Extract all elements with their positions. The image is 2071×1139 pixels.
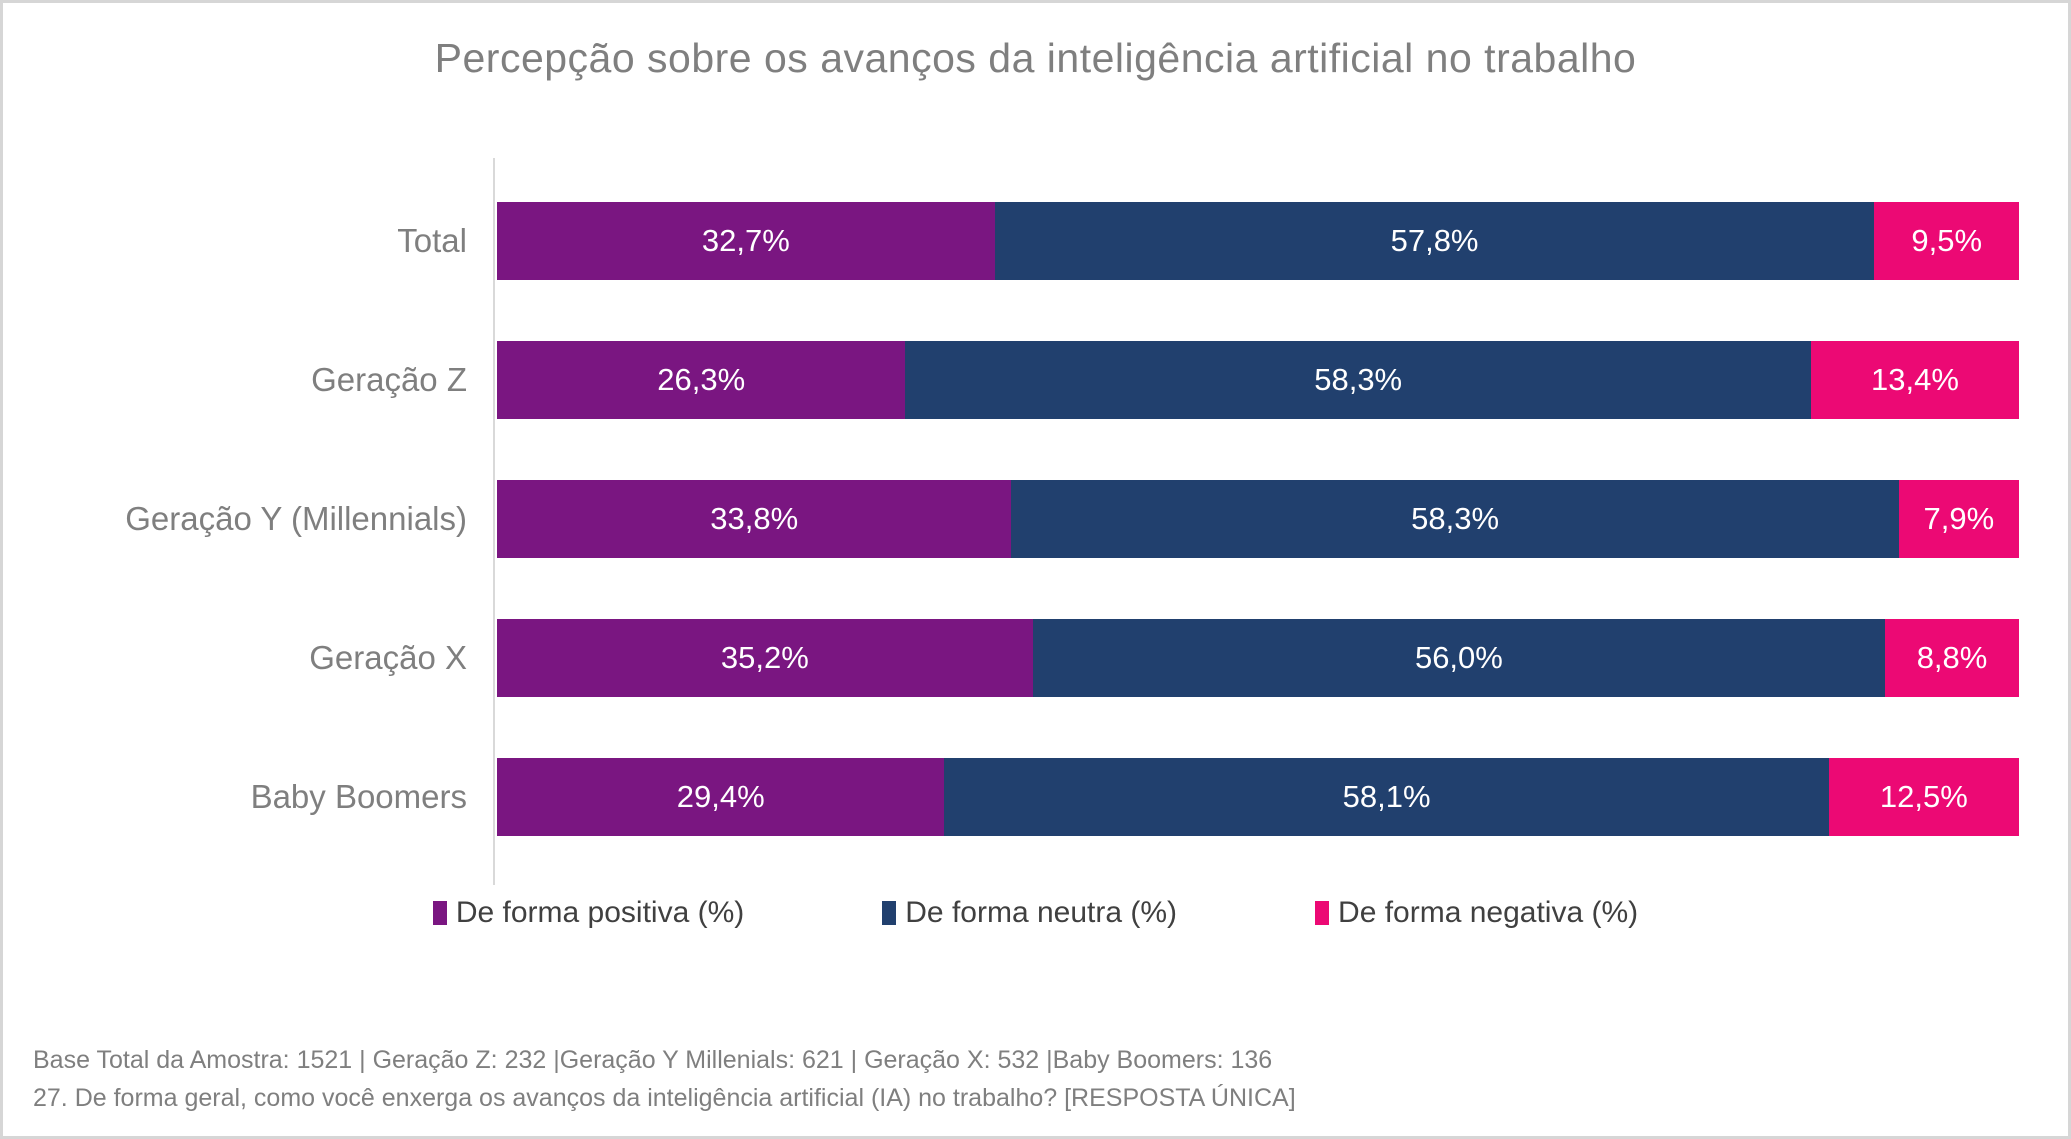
segment-value-label: 58,1% <box>1342 778 1431 814</box>
category-label: Geração X <box>309 638 467 676</box>
footnote-base-line: Base Total da Amostra: 1521 | Geração Z:… <box>33 1046 1273 1074</box>
bar-segment-negative: 13,4% <box>1810 340 2019 419</box>
bar-segment-positive: 35,2% <box>497 618 1033 697</box>
bar-segment-neutral: 57,8% <box>994 201 1875 280</box>
footnote-block: Base Total da Amostra: 1521 | Geração Z:… <box>33 1041 1296 1117</box>
chart-row-geracao-z: Geração Z 26,3% 58,3% 13,4% <box>3 310 2019 449</box>
bar-segment-negative: 9,5% <box>1874 201 2019 280</box>
segment-value-label: 35,2% <box>720 639 809 675</box>
segment-value-label: 9,5% <box>1911 222 1983 258</box>
chart-title: Percepção sobre os avanços da inteligênc… <box>434 35 1637 81</box>
segment-value-label: 57,8% <box>1390 222 1479 258</box>
stacked-bar: 33,8% 58,3% 7,9% <box>497 479 2019 558</box>
y-axis-line <box>493 158 495 885</box>
chart-row-baby-boomers: Baby Boomers 29,4% 58,1% 12,5% <box>3 727 2019 866</box>
chart-row-geracao-x: Geração X 35,2% 56,0% 8,8% <box>3 588 2019 727</box>
legend-item-positive: De forma positiva (%) <box>432 896 745 930</box>
legend-item-negative: De forma negativa (%) <box>1315 896 1638 930</box>
bar-segment-negative: 8,8% <box>1885 618 2019 697</box>
stacked-bar: 29,4% 58,1% 12,5% <box>497 757 2019 836</box>
category-label: Total <box>397 221 467 259</box>
legend-swatch-neutral-icon <box>882 901 897 925</box>
bar-segment-neutral: 56,0% <box>1032 618 1886 697</box>
segment-value-label: 29,4% <box>676 778 765 814</box>
legend-swatch-positive-icon <box>432 901 447 925</box>
legend-swatch-negative-icon <box>1315 901 1330 925</box>
stacked-bar: 32,7% 57,8% 9,5% <box>497 201 2019 280</box>
segment-value-label: 56,0% <box>1414 639 1503 675</box>
bar-segment-positive: 33,8% <box>497 479 1012 558</box>
legend-label: De forma negativa (%) <box>1338 896 1639 929</box>
stacked-bar: 35,2% 56,0% 8,8% <box>497 618 2019 697</box>
footnote-question-line: 27. De forma geral, como você enxerga os… <box>33 1084 1296 1112</box>
category-label: Geração Z <box>311 360 467 398</box>
chart-row-total: Total 32,7% 57,8% 9,5% <box>3 171 2019 310</box>
bar-segment-positive: 32,7% <box>497 201 995 280</box>
legend-item-neutral: De forma neutra (%) <box>882 896 1177 930</box>
category-label: Geração Y (Millennials) <box>125 499 467 537</box>
segment-value-label: 58,3% <box>1411 500 1500 536</box>
category-label: Baby Boomers <box>250 777 467 815</box>
bar-segment-neutral: 58,3% <box>1011 479 1899 558</box>
segment-value-label: 58,3% <box>1314 361 1403 397</box>
bar-segment-negative: 7,9% <box>1898 479 2019 558</box>
segment-value-label: 12,5% <box>1879 778 1968 814</box>
segment-value-label: 8,8% <box>1916 639 1988 675</box>
stacked-bar: 26,3% 58,3% 13,4% <box>497 340 2019 419</box>
legend-label: De forma positiva (%) <box>455 896 745 929</box>
legend: De forma positiva (%) De forma neutra (%… <box>3 896 2068 930</box>
segment-value-label: 32,7% <box>701 222 790 258</box>
bar-segment-neutral: 58,1% <box>944 757 1829 836</box>
plot-area: Total 32,7% 57,8% 9,5% Geração Z 26,3% 5… <box>3 171 2019 866</box>
segment-value-label: 33,8% <box>710 500 799 536</box>
segment-value-label: 7,9% <box>1923 500 1995 536</box>
chart-row-geracao-y: Geração Y (Millennials) 33,8% 58,3% 7,9% <box>3 449 2019 588</box>
legend-label: De forma neutra (%) <box>905 896 1178 929</box>
bar-segment-neutral: 58,3% <box>905 340 1811 419</box>
bar-segment-negative: 12,5% <box>1828 757 2019 836</box>
bar-segment-positive: 26,3% <box>497 340 906 419</box>
bar-segment-positive: 29,4% <box>497 757 945 836</box>
segment-value-label: 13,4% <box>1870 361 1959 397</box>
segment-value-label: 26,3% <box>657 361 746 397</box>
